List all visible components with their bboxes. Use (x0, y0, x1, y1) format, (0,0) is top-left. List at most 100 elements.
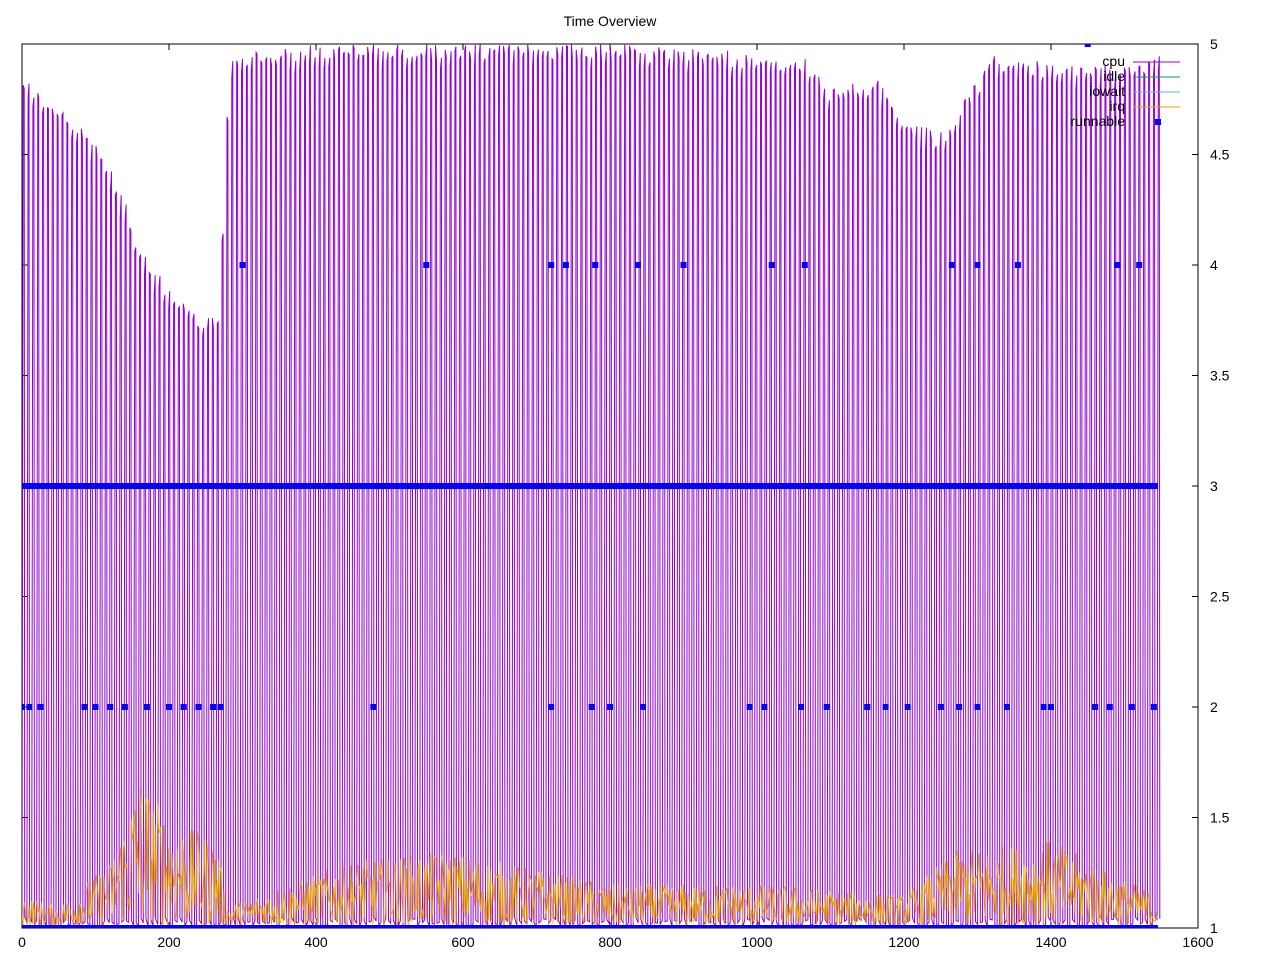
runnable-point (917, 925, 924, 928)
runnable-point (1130, 483, 1137, 489)
runnable-point (633, 483, 640, 489)
runnable-point (145, 483, 152, 489)
x-tick-label: 200 (157, 934, 181, 950)
runnable-point (833, 925, 840, 928)
runnable-point (645, 925, 652, 928)
runnable-point (1093, 925, 1100, 928)
runnable-point (886, 483, 893, 489)
runnable-point (123, 925, 130, 928)
runnable-point (380, 925, 387, 928)
runnable-point (932, 483, 939, 489)
runnable-point (531, 483, 538, 489)
runnable-point (790, 925, 797, 928)
runnable-point (1053, 483, 1060, 489)
runnable-point (741, 925, 748, 928)
runnable-point (407, 483, 414, 489)
runnable-point (556, 483, 563, 489)
runnable-point (534, 925, 541, 928)
runnable-point (46, 925, 53, 928)
runnable-point (852, 925, 859, 928)
legend-label-cpu: cpu (1102, 53, 1125, 69)
runnable-point (180, 704, 187, 710)
runnable-point (729, 483, 736, 489)
runnable-point (568, 483, 575, 489)
runnable-point (228, 483, 235, 489)
runnable-point (914, 925, 921, 928)
runnable-point (74, 483, 81, 489)
runnable-point (417, 483, 424, 489)
runnable-point (235, 483, 242, 489)
runnable-point (827, 925, 834, 928)
y-axis-ticks: 1 1.5 2 2.5 3 3.5 4 4.5 5 (22, 36, 1230, 936)
series-line-cpu (22, 44, 1161, 928)
runnable-point (435, 483, 442, 489)
series-line-irq (22, 789, 1158, 928)
runnable-point (287, 925, 294, 928)
runnable-point (966, 925, 973, 928)
runnable-point (1037, 483, 1044, 489)
runnable-point (883, 483, 890, 489)
runnable-point (469, 483, 476, 489)
runnable-point (235, 925, 242, 928)
runnable-point (491, 925, 498, 928)
runnable-point (244, 925, 251, 928)
runnable-point (509, 925, 516, 928)
runnable-point (1003, 483, 1010, 489)
runnable-point (1040, 925, 1047, 928)
runnable-point (1130, 925, 1137, 928)
runnable-point (423, 262, 430, 268)
runnable-point (1068, 483, 1075, 489)
runnable-point (343, 483, 350, 489)
runnable-point (883, 925, 890, 928)
runnable-point (880, 925, 887, 928)
runnable-point (982, 925, 989, 928)
runnable-point (611, 925, 618, 928)
runnable-point (1003, 704, 1010, 710)
runnable-point (778, 483, 785, 489)
runnable-point (68, 483, 75, 489)
runnable-point (31, 483, 38, 489)
runnable-point (71, 483, 78, 489)
runnable-point (991, 925, 998, 928)
runnable-point (1114, 925, 1121, 928)
runnable-point (503, 483, 510, 489)
runnable-point (898, 925, 905, 928)
runnable-point (855, 925, 862, 928)
runnable-point (948, 262, 955, 268)
runnable-point (904, 704, 911, 710)
runnable-point (864, 483, 871, 489)
runnable-point (472, 483, 479, 489)
runnable-point (506, 483, 513, 489)
runnable-point (1096, 925, 1103, 928)
runnable-point (1009, 483, 1016, 489)
runnable-point (49, 925, 56, 928)
runnable-point (747, 483, 754, 489)
runnable-point (466, 483, 473, 489)
runnable-point (522, 483, 529, 489)
legend-label-iowait: iowait (1089, 83, 1125, 99)
runnable-point (445, 925, 452, 928)
runnable-point (1111, 483, 1118, 489)
runnable-point (37, 925, 44, 928)
runnable-point (651, 483, 658, 489)
runnable-point (494, 925, 501, 928)
runnable-point (954, 483, 961, 489)
runnable-point (861, 925, 868, 928)
runnable-point (37, 483, 44, 489)
runnable-point (111, 483, 118, 489)
runnable-point (299, 483, 306, 489)
runnable-point (383, 483, 390, 489)
runnable-point (238, 483, 245, 489)
runnable-point (62, 483, 69, 489)
runnable-point (216, 925, 223, 928)
runnable-point (478, 483, 485, 489)
runnable-point (571, 925, 578, 928)
runnable-point (1050, 925, 1057, 928)
runnable-point (803, 483, 810, 489)
runnable-point (336, 483, 343, 489)
runnable-point (161, 925, 168, 928)
runnable-point (370, 925, 377, 928)
runnable-point (661, 483, 668, 489)
runnable-point (956, 704, 963, 710)
runnable-point (562, 262, 569, 268)
